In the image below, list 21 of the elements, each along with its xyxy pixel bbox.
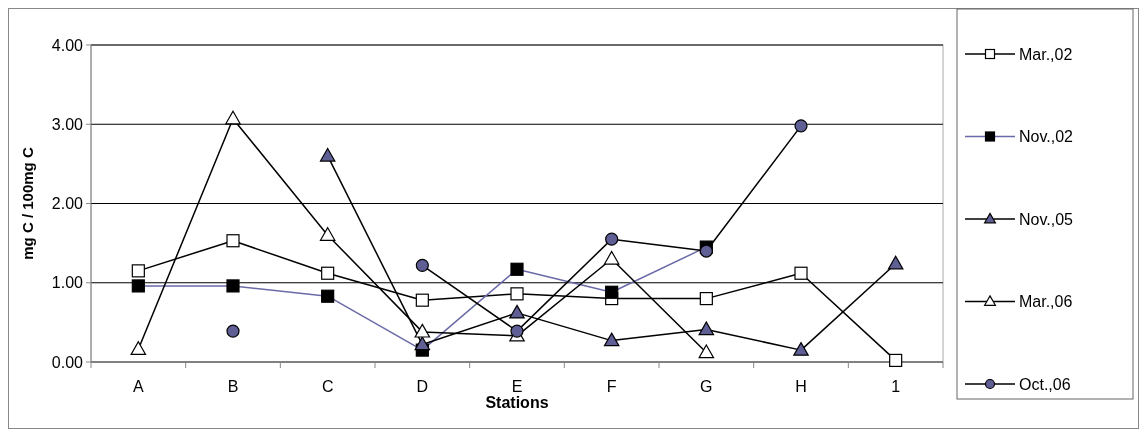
y-tick-label: 3.00 (51, 115, 84, 133)
x-tick-label: E (511, 378, 523, 395)
legend-label: Mar.,02 (1019, 45, 1073, 63)
legend-label: Nov.,05 (1019, 210, 1074, 228)
legend-label: Oct.,06 (1019, 375, 1071, 393)
y-tick-label: 4.00 (51, 36, 84, 54)
x-tick-label: B (227, 378, 239, 395)
x-tick-label: 1 (891, 378, 901, 395)
x-tick-label: C (321, 378, 334, 395)
x-tick-label: F (606, 378, 617, 395)
x-tick-label: A (133, 378, 144, 395)
y-tick-label: 2.00 (51, 195, 84, 213)
y-axis-title: mg C / 100mg C (19, 147, 36, 260)
legend-label: Mar.,06 (1019, 293, 1073, 311)
x-tick-label: H (795, 378, 807, 395)
legend-label: Nov.,02 (1019, 128, 1074, 146)
y-tick-label: 1.00 (51, 274, 84, 292)
x-tick-label: G (700, 378, 713, 395)
x-tick-label: D (416, 378, 429, 395)
x-axis-title: Stations (485, 394, 549, 411)
y-tick-label: 0.00 (51, 353, 84, 371)
